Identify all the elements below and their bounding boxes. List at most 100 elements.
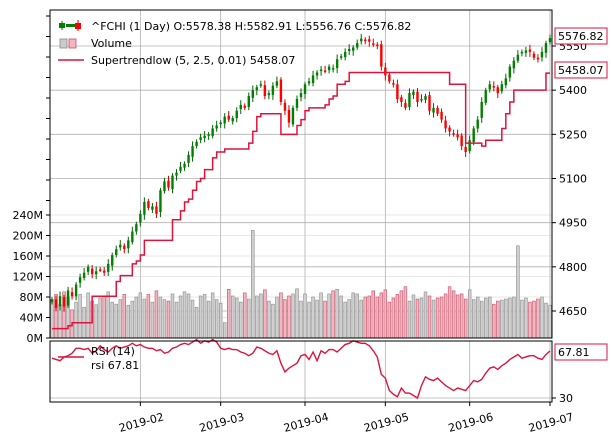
candle-body xyxy=(452,133,455,135)
volume-bar xyxy=(291,293,295,339)
volume-bar xyxy=(210,292,215,339)
candle-body xyxy=(139,213,142,223)
candle-body xyxy=(536,57,540,60)
candle-body xyxy=(339,56,343,58)
candle-body xyxy=(107,263,110,272)
month-tick-label: 2019-02 xyxy=(118,410,166,434)
volume-bar xyxy=(323,300,327,339)
volume-tick-label: 80M xyxy=(20,291,44,304)
price-tick-label: 5100 xyxy=(559,173,587,186)
rsi-line xyxy=(51,338,551,400)
volume-bar xyxy=(247,298,251,339)
candle-body xyxy=(456,134,459,138)
value-badges: 5576.82 5458.07 67.81 xyxy=(554,27,608,361)
candle-body xyxy=(199,137,202,140)
candle-body xyxy=(175,172,178,176)
volume-bar xyxy=(399,290,404,339)
candle-body xyxy=(360,38,363,42)
candle-body xyxy=(259,84,263,86)
candle-body xyxy=(424,96,427,100)
volume-bar xyxy=(303,293,307,339)
candle-body xyxy=(58,296,62,307)
candle-body xyxy=(255,87,259,91)
volume-bar xyxy=(467,289,472,339)
candle-body xyxy=(404,102,407,108)
supertrend-badge-text: 5458.07 xyxy=(558,64,604,77)
volume-bar xyxy=(335,289,339,339)
candle-body xyxy=(356,43,359,48)
candle-body xyxy=(127,240,130,249)
volume-bar xyxy=(154,290,159,339)
volume-bar xyxy=(363,296,367,339)
candle-body xyxy=(412,91,415,95)
candle-body xyxy=(303,84,307,94)
volume-bar xyxy=(231,295,235,339)
volume-bar xyxy=(331,290,335,339)
rsi-tick-label: 30 xyxy=(559,392,573,405)
candle-body xyxy=(516,54,520,61)
volume-bar xyxy=(351,292,355,339)
candle-body xyxy=(119,244,122,248)
volume-bar xyxy=(275,296,279,339)
candle-body xyxy=(440,111,443,120)
volume-bar xyxy=(227,289,231,339)
volume-bar xyxy=(126,304,131,339)
volume-bar xyxy=(118,299,122,339)
candle-body xyxy=(408,93,411,107)
volume-bar xyxy=(504,298,508,339)
candle-body xyxy=(287,109,291,123)
volume-bar xyxy=(86,292,90,339)
candle-body xyxy=(488,84,491,90)
volume-bar xyxy=(484,297,488,339)
candle-body xyxy=(508,66,512,78)
volume-bar xyxy=(202,294,207,339)
candle-body xyxy=(388,74,391,82)
legend-candle-icon xyxy=(59,20,81,31)
volume-bar xyxy=(315,299,319,339)
volume-bar xyxy=(102,295,106,339)
rsi-badge-box xyxy=(554,343,608,361)
volume-bar xyxy=(222,322,227,339)
candle-body xyxy=(50,299,54,303)
candle-body xyxy=(211,128,214,137)
rsi-series xyxy=(51,338,551,400)
candle-body xyxy=(147,201,150,208)
candle-body xyxy=(512,60,516,69)
volume-bar xyxy=(379,292,384,339)
candle-body xyxy=(335,59,339,69)
plot-frames xyxy=(49,9,553,403)
volume-bar xyxy=(138,292,143,339)
candle-body xyxy=(532,53,536,58)
candle-body xyxy=(343,51,347,58)
candle-body xyxy=(504,78,508,86)
volume-bar xyxy=(74,301,78,339)
volume-bar xyxy=(158,296,163,339)
candle-body xyxy=(396,84,399,99)
volume-bar xyxy=(459,293,464,339)
month-tick-label: 2019-04 xyxy=(282,410,330,434)
volume-bar xyxy=(488,296,492,339)
candle-body xyxy=(319,69,323,72)
candle-body xyxy=(323,70,327,72)
supertrend-series xyxy=(52,71,550,330)
volume-bar xyxy=(106,291,110,339)
volume-bar xyxy=(339,295,343,339)
volume-bar xyxy=(206,300,211,339)
legend-volume-icon xyxy=(59,38,77,49)
volume-bar xyxy=(403,286,408,339)
price-tick-label: 5250 xyxy=(559,128,587,141)
price-tick-label: 4950 xyxy=(559,217,587,230)
candle-body xyxy=(82,272,86,279)
volume-bar xyxy=(476,296,480,339)
volume-bar xyxy=(415,298,420,339)
candle-body xyxy=(111,255,114,266)
volume-bar xyxy=(178,295,183,339)
volume-bar xyxy=(508,297,512,339)
candle-body xyxy=(98,269,102,271)
volume-bar xyxy=(407,300,412,339)
candle-body xyxy=(179,166,182,171)
candle-body xyxy=(247,96,250,107)
volume-bar xyxy=(544,302,548,339)
candle-body xyxy=(275,81,279,86)
volume-bar xyxy=(355,293,359,339)
